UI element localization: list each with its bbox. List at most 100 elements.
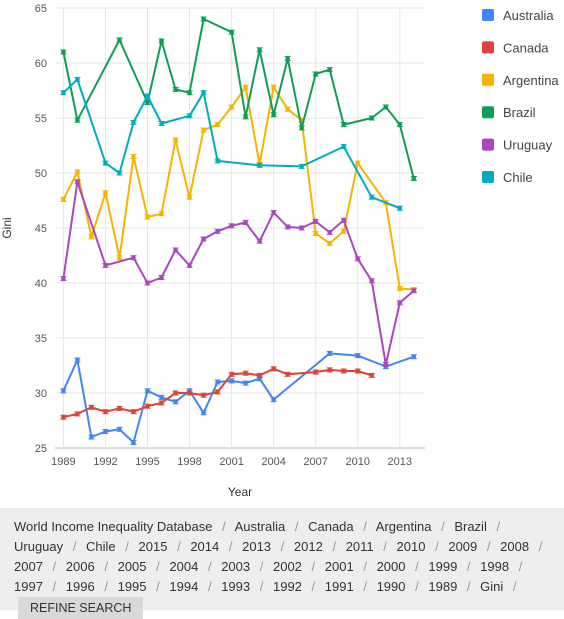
data-point bbox=[187, 90, 192, 95]
breadcrumb-separator: / bbox=[363, 579, 367, 594]
breadcrumb-item[interactable]: 1992 bbox=[272, 579, 302, 594]
data-point bbox=[327, 67, 332, 72]
breadcrumb-separator: / bbox=[222, 519, 226, 534]
breadcrumb-item[interactable]: 2000 bbox=[376, 559, 406, 574]
y-tick-label: 55 bbox=[35, 113, 47, 125]
breadcrumb-item[interactable]: 2010 bbox=[396, 539, 426, 554]
data-point bbox=[313, 231, 318, 236]
data-point bbox=[75, 77, 80, 82]
breadcrumb-item[interactable]: 2006 bbox=[65, 559, 95, 574]
legend-item-australia[interactable]: Australia bbox=[482, 8, 554, 23]
legend-swatch bbox=[482, 9, 494, 21]
legend[interactable]: Australia Canada Argentina Brazil Uruguay Chi… bbox=[482, 8, 559, 185]
breadcrumb-item[interactable]: 2005 bbox=[117, 559, 147, 574]
data-point bbox=[243, 380, 248, 386]
y-tick-label: 50 bbox=[35, 168, 47, 180]
data-point bbox=[61, 388, 66, 394]
series-chile bbox=[60, 77, 403, 211]
breadcrumb-item[interactable]: Argentina bbox=[375, 519, 432, 534]
data-point bbox=[397, 300, 403, 306]
breadcrumb-item[interactable]: 1995 bbox=[117, 579, 147, 594]
data-point bbox=[411, 354, 417, 360]
legend-item-chile[interactable]: Chile bbox=[482, 170, 533, 185]
data-point bbox=[117, 170, 122, 176]
breadcrumb-item[interactable]: 2001 bbox=[324, 559, 354, 574]
data-point bbox=[257, 373, 262, 378]
y-tick-label: 40 bbox=[35, 278, 47, 290]
data-point bbox=[271, 366, 276, 372]
y-axis-title: Gini bbox=[0, 217, 14, 238]
breadcrumb-separator: / bbox=[104, 559, 108, 574]
breadcrumb-separator: / bbox=[415, 579, 419, 594]
breadcrumb-item[interactable]: 1999 bbox=[428, 559, 458, 574]
breadcrumb-separator: / bbox=[177, 539, 181, 554]
data-point bbox=[61, 197, 66, 202]
breadcrumb-item[interactable]: 2011 bbox=[345, 539, 374, 554]
breadcrumb-item[interactable]: 2012 bbox=[293, 539, 323, 554]
data-point bbox=[243, 220, 248, 225]
refine-search-button[interactable]: REFINE SEARCH bbox=[18, 597, 144, 619]
breadcrumb-item[interactable]: 1997 bbox=[14, 579, 43, 594]
series-line bbox=[62, 352, 415, 444]
data-point bbox=[285, 372, 290, 377]
breadcrumb-item[interactable]: 1989 bbox=[428, 579, 458, 594]
data-point bbox=[341, 368, 347, 374]
series-australia bbox=[60, 350, 417, 445]
data-point bbox=[285, 106, 290, 112]
legend-item-argentina[interactable]: Argentina bbox=[482, 73, 559, 88]
breadcrumb-item[interactable]: Gini bbox=[480, 579, 504, 594]
breadcrumb-item[interactable]: 2013 bbox=[242, 539, 272, 554]
data-point bbox=[61, 276, 66, 281]
breadcrumb-item[interactable]: Brazil bbox=[454, 519, 487, 534]
breadcrumb-item[interactable]: 2002 bbox=[272, 559, 302, 574]
breadcrumb-separator: / bbox=[538, 539, 543, 554]
series-lines bbox=[60, 16, 417, 445]
data-point bbox=[411, 176, 417, 181]
data-point bbox=[369, 373, 375, 378]
breadcrumb-separator: / bbox=[441, 519, 445, 534]
breadcrumb-item[interactable]: 1994 bbox=[169, 579, 199, 594]
data-point bbox=[397, 286, 403, 291]
data-point bbox=[229, 223, 234, 229]
breadcrumb-separator: / bbox=[104, 579, 108, 594]
breadcrumb-item[interactable]: Australia bbox=[234, 519, 286, 534]
breadcrumb-item[interactable]: 2007 bbox=[14, 559, 43, 574]
breadcrumb-item[interactable]: 2003 bbox=[221, 559, 251, 574]
breadcrumb-item[interactable]: 2015 bbox=[138, 539, 168, 554]
data-point bbox=[117, 427, 122, 432]
breadcrumb-item[interactable]: 2014 bbox=[190, 539, 220, 554]
data-point bbox=[159, 395, 164, 400]
legend-item-brazil[interactable]: Brazil bbox=[482, 105, 536, 120]
y-tick-label: 45 bbox=[35, 223, 47, 235]
legend-item-uruguay[interactable]: Uruguay bbox=[482, 138, 553, 153]
legend-item-canada[interactable]: Canada bbox=[482, 40, 549, 55]
breadcrumb-item[interactable]: 2009 bbox=[448, 539, 478, 554]
breadcrumb-separator: / bbox=[52, 559, 57, 574]
breadcrumb-separator: / bbox=[311, 559, 316, 574]
breadcrumb-item[interactable]: Canada bbox=[308, 519, 354, 534]
data-point bbox=[159, 38, 164, 44]
data-point bbox=[159, 275, 164, 280]
data-point bbox=[103, 429, 108, 434]
data-point bbox=[131, 409, 136, 415]
breadcrumb-item[interactable]: 2004 bbox=[169, 559, 199, 574]
data-point bbox=[145, 280, 150, 286]
breadcrumb-item[interactable]: 1998 bbox=[480, 559, 510, 574]
legend-label: Argentina bbox=[503, 73, 559, 88]
breadcrumb-item[interactable]: 1990 bbox=[376, 579, 406, 594]
breadcrumb-item[interactable]: 1993 bbox=[221, 579, 251, 594]
x-tick-label: 1989 bbox=[51, 456, 75, 468]
data-point bbox=[187, 390, 192, 396]
data-point bbox=[327, 241, 332, 246]
breadcrumb-item[interactable]: 2008 bbox=[500, 539, 530, 554]
data-point bbox=[117, 406, 122, 411]
breadcrumb-item[interactable]: Uruguay bbox=[14, 539, 64, 554]
breadcrumb-item[interactable]: 1991 bbox=[324, 579, 354, 594]
data-point bbox=[229, 104, 234, 110]
breadcrumb-item[interactable]: World Income Inequality Database bbox=[14, 519, 213, 534]
breadcrumb-item[interactable]: Chile bbox=[86, 539, 116, 554]
data-point bbox=[89, 234, 94, 240]
data-point bbox=[383, 362, 389, 367]
breadcrumb-item[interactable]: 1996 bbox=[65, 579, 95, 594]
breadcrumb-separator: / bbox=[415, 559, 419, 574]
